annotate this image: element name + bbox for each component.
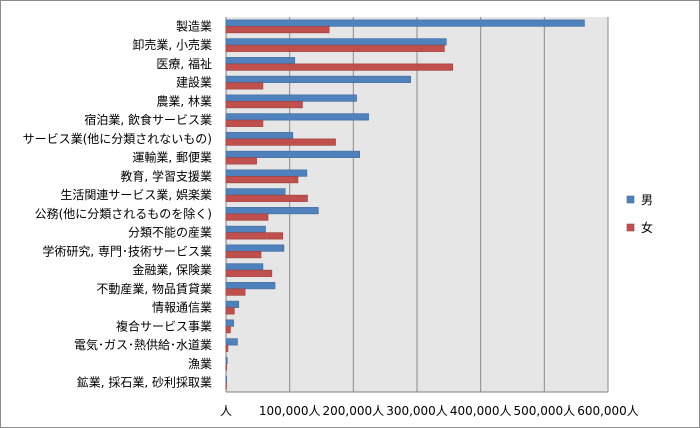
bar-female: [225, 382, 227, 390]
bar-male: [225, 244, 285, 252]
category-label: 情報通信業: [152, 301, 212, 315]
bar-female: [225, 269, 273, 277]
bar-female: [225, 63, 453, 71]
legend-swatch: [626, 195, 635, 204]
bar-female: [225, 363, 227, 371]
category-label: 複合サービス事業: [116, 318, 212, 333]
tick-label: 100,000人: [259, 404, 321, 418]
bar-female: [225, 82, 264, 90]
bar-male: [225, 207, 319, 215]
category-label: 教育, 学習支援業: [120, 168, 212, 183]
bar-male: [225, 150, 360, 158]
category-label: 医療, 福祉: [156, 56, 212, 71]
bar-male: [225, 357, 228, 365]
bar-male: [225, 282, 276, 290]
category-label: 金融業, 保険業: [132, 262, 212, 277]
bar-female: [225, 101, 303, 109]
value-axis-labels: 人 100,000人 200,000人 300,000人 400,000人 500,000…: [220, 404, 639, 418]
bar-male: [225, 94, 357, 102]
tick-label: 人: [220, 404, 232, 418]
bar-male: [225, 38, 447, 46]
category-label: 公務(他に分類されるものを除く): [35, 206, 212, 221]
bar-female: [225, 44, 445, 52]
bar-female: [225, 232, 283, 240]
bar-female: [225, 251, 262, 259]
bar-female: [225, 307, 235, 315]
tick-label: 300,000人: [386, 404, 448, 418]
category-label: 分類不能の産業: [128, 225, 212, 240]
bar-male: [225, 225, 266, 233]
category-label: 生活関連サービス業, 娯楽業: [60, 188, 212, 202]
bar-male: [225, 188, 286, 196]
bar-male: [225, 132, 294, 140]
category-label: 学術研究, 専門･技術サービス業: [42, 243, 212, 258]
bar-female: [225, 326, 231, 334]
bar-male: [225, 169, 308, 177]
bar-male: [225, 113, 369, 121]
bar-female: [225, 344, 229, 352]
plot-area: [225, 17, 609, 393]
bar-female: [225, 176, 299, 184]
bar-female: [225, 138, 336, 146]
legend-swatch: [626, 223, 635, 232]
bar-female: [225, 288, 246, 296]
category-label: サービス業(他に分類されないもの): [23, 132, 212, 146]
bar-female: [225, 194, 308, 202]
tick-label: 400,000人: [450, 404, 512, 418]
tick-label: 600,000人: [577, 404, 639, 418]
legend-label: 女: [641, 220, 653, 235]
bar-female: [225, 213, 269, 221]
bar-male: [225, 300, 240, 308]
category-label: 不動産業, 物品賃貸業: [96, 281, 212, 296]
bar-male: [225, 75, 411, 83]
bar-male: [225, 338, 238, 346]
category-label: 電気･ガス･熱供給･水道業: [74, 337, 212, 352]
category-label: 卸売業, 小売業: [132, 37, 212, 52]
bar-male: [225, 375, 227, 383]
legend-label: 男: [641, 193, 653, 207]
bar-male: [225, 57, 296, 65]
bar-male: [225, 19, 585, 27]
category-label: 漁業: [188, 357, 212, 371]
category-label: 鉱業, 採石業, 砂利採取業: [77, 375, 212, 390]
category-label: 農業, 林業: [156, 94, 212, 108]
legend: 男女: [626, 193, 653, 235]
bar-female: [225, 119, 264, 127]
bar-female: [225, 157, 257, 165]
category-label: 運輸業, 郵便業: [132, 150, 212, 165]
bar-male: [225, 319, 234, 327]
bar-female: [225, 26, 330, 34]
category-label: 製造業: [176, 19, 212, 33]
tick-label: 500,000人: [514, 404, 576, 418]
tick-label: 200,000人: [323, 404, 385, 418]
bar-male: [225, 263, 264, 271]
category-label: 建設業: [176, 75, 212, 90]
category-label: 宿泊業, 飲食サービス業: [84, 112, 212, 127]
